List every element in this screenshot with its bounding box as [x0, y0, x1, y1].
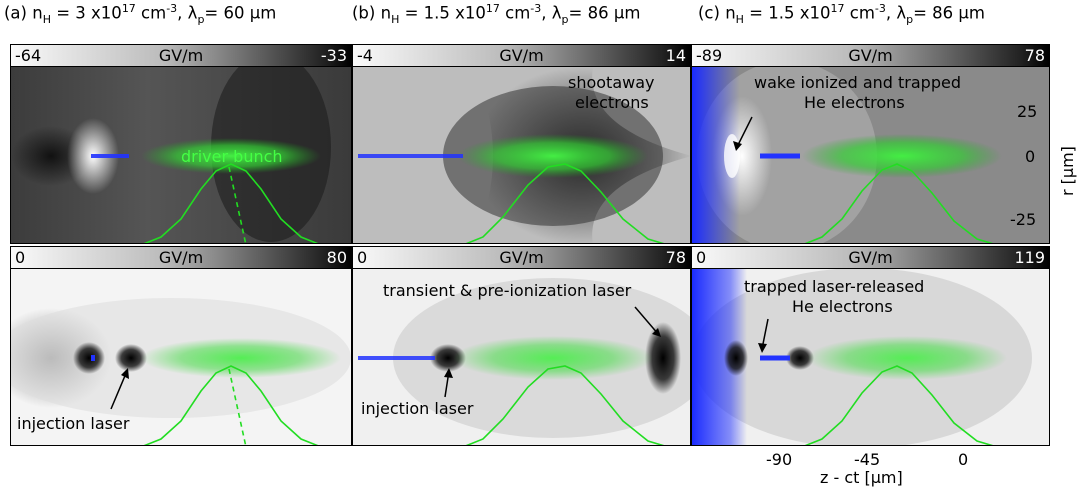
colorbar-unit: GV/m — [499, 46, 544, 65]
current-profile-curve — [143, 163, 319, 243]
annotation-trapped-2: He electrons — [792, 297, 893, 316]
panel-a-bottom: injection laser — [10, 268, 352, 446]
annotation-shootaway-2: electrons — [575, 93, 649, 112]
annotation-injection-laser-a: injection laser — [17, 414, 130, 433]
panel-a-bottom-plot — [11, 269, 351, 445]
colorbar-unit: GV/m — [848, 248, 893, 267]
panel-c-bottom-plot — [692, 269, 1049, 445]
panel-c-top: wake ionized and trapped He electrons 25… — [691, 66, 1050, 244]
colorbar-top-c: -89 GV/m 78 — [691, 44, 1050, 67]
panel-b-bottom-plot — [353, 269, 690, 445]
panel-b-top: shootaway electrons — [352, 66, 691, 244]
colorbar-bottom-b: 0 GV/m 78 — [352, 246, 691, 269]
x-tick-neg90: -90 — [766, 450, 793, 469]
y-axis-label: r [μm] — [1058, 146, 1077, 196]
annotation-injection-laser-b: injection laser — [361, 399, 474, 418]
annotation-shootaway-1: shootaway — [568, 73, 655, 92]
annotation-wake-2: He electrons — [804, 93, 905, 112]
annotation-wake-1: wake ionized and trapped — [754, 73, 961, 92]
colorbar-unit: GV/m — [158, 46, 204, 65]
colorbar-min: 0 — [15, 248, 26, 267]
colorbar-max: 78 — [1024, 46, 1045, 65]
colorbar-min: -4 — [357, 46, 373, 65]
panel-a-top-plot — [11, 67, 351, 243]
annotation-driver-bunch: driver bunch — [181, 147, 283, 166]
y-tick-neg25: -25 — [1010, 210, 1037, 229]
colorbar-unit: GV/m — [158, 248, 204, 267]
colorbar-min: -89 — [696, 46, 723, 65]
colorbar-bottom-a: 0 GV/m 80 — [10, 246, 352, 269]
annotation-trapped-1: trapped laser-released — [744, 277, 925, 296]
colorbar-min: 0 — [696, 248, 707, 267]
annotation-transient-laser: transient & pre-ionization laser — [383, 281, 632, 300]
panel-b-title: (b) nH = 1.5 x1017 cm-3, λp= 86 μm — [352, 2, 641, 26]
colorbar-top-b: -4 GV/m 14 — [352, 44, 691, 67]
panel-a-title: (a) nH = 3 x1017 cm-3, λp= 60 μm — [4, 2, 277, 26]
colorbar-min: 0 — [357, 248, 368, 267]
colorbar-max: 14 — [665, 46, 686, 65]
x-tick-neg45: -45 — [854, 450, 881, 469]
y-tick-25: 25 — [1017, 102, 1038, 121]
colorbar-max: 80 — [326, 248, 347, 267]
colorbar-unit: GV/m — [499, 248, 544, 267]
panel-b-top-plot — [353, 67, 690, 243]
panel-a-top: driver bunch — [10, 66, 352, 244]
colorbar-max: 78 — [665, 248, 686, 267]
x-tick-0: 0 — [958, 450, 969, 469]
panel-c-title: (c) nH = 1.5 x1017 cm-3, λp= 86 μm — [698, 2, 985, 26]
panel-c-bottom: trapped laser-released He electrons — [691, 268, 1050, 446]
colorbar-min: -64 — [15, 46, 42, 65]
panel-c-top-plot — [692, 67, 1049, 243]
colorbar-unit: GV/m — [848, 46, 893, 65]
y-tick-0: 0 — [1025, 147, 1036, 166]
x-axis-label: z - ct [μm] — [820, 468, 903, 487]
colorbar-top-a: -64 GV/m -33 — [10, 44, 352, 67]
colorbar-max: 119 — [1014, 248, 1045, 267]
panel-b-bottom: transient & pre-ionization laser injecti… — [352, 268, 691, 446]
colorbar-bottom-c: 0 GV/m 119 — [691, 246, 1050, 269]
colorbar-max: -33 — [320, 46, 347, 65]
driver-bunch-cloud — [141, 138, 321, 174]
